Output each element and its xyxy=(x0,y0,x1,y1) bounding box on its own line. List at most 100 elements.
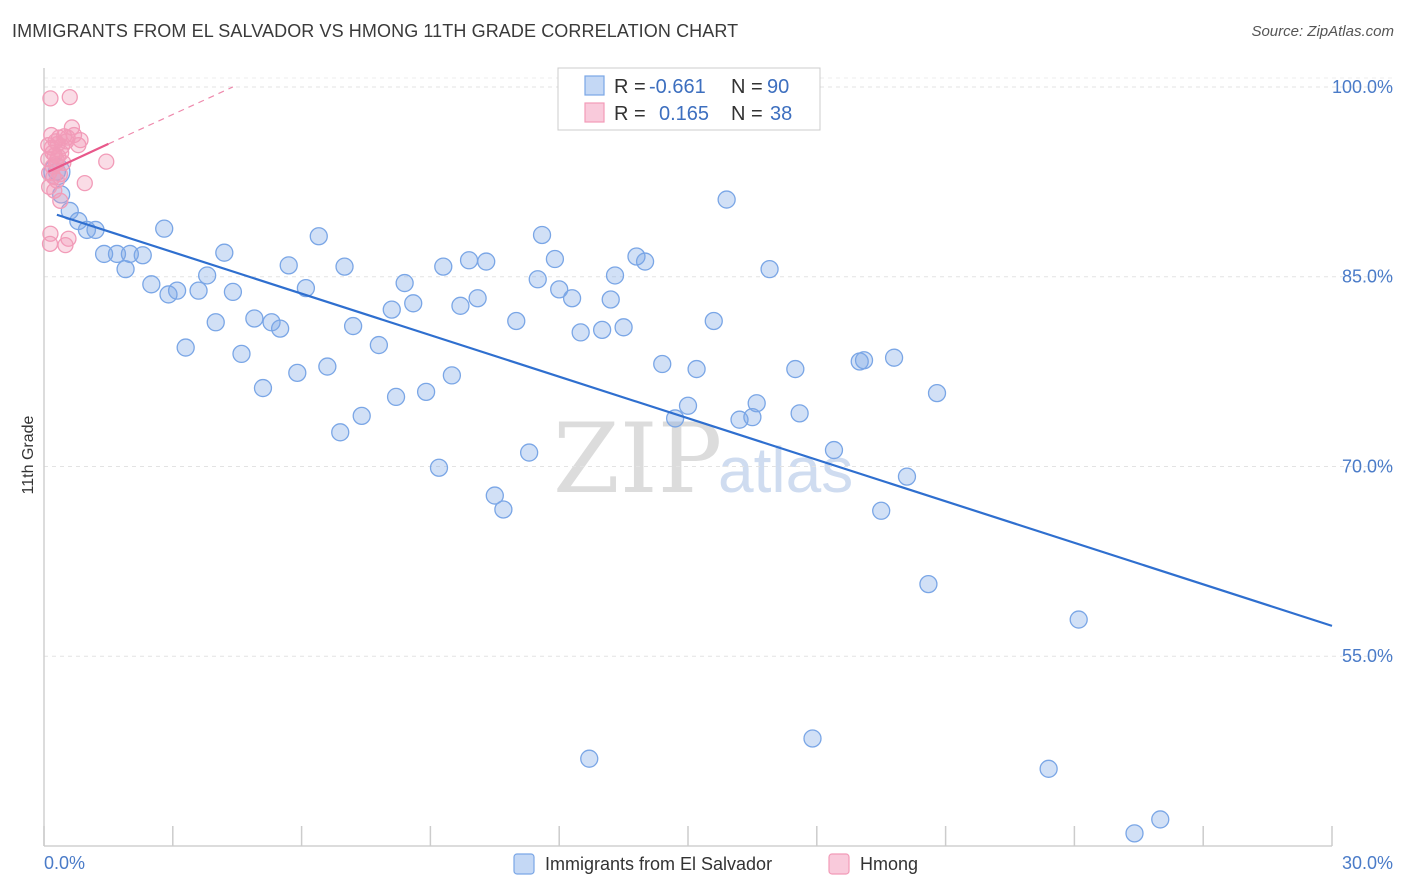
point-hmong xyxy=(98,153,115,170)
point-el-salvador xyxy=(550,280,569,299)
point-hmong xyxy=(72,131,89,149)
point-el-salvador xyxy=(176,338,195,357)
legend-r-value-1: 0.165 xyxy=(659,103,709,125)
point-el-salvador xyxy=(468,289,487,308)
point-hmong xyxy=(60,230,77,247)
point-el-salvador xyxy=(395,273,414,293)
watermark-atlas: atlas xyxy=(718,434,853,506)
point-el-salvador xyxy=(369,335,389,355)
point-el-salvador xyxy=(155,219,174,238)
trend-line-el-salvador xyxy=(56,213,1333,627)
x-tick-label-max: 30.0% xyxy=(1342,853,1393,873)
watermark-zip: ZIP xyxy=(553,403,722,515)
point-el-salvador xyxy=(116,259,135,279)
point-el-salvador xyxy=(386,387,406,407)
point-hmong xyxy=(42,225,59,242)
point-el-salvador xyxy=(223,282,243,302)
point-el-salvador xyxy=(167,281,187,300)
trend-line-hmong-extension xyxy=(108,86,234,145)
point-el-salvador xyxy=(404,294,423,313)
point-el-salvador xyxy=(133,246,152,265)
legend-r-value-0: -0.661 xyxy=(649,76,706,98)
point-el-salvador xyxy=(635,252,655,271)
point-el-salvador xyxy=(717,190,736,209)
point-el-salvador xyxy=(494,500,513,519)
point-el-salvador xyxy=(142,275,161,294)
point-el-salvador xyxy=(872,501,891,520)
point-el-salvador xyxy=(416,382,436,402)
y-axis-title: 11th Grade xyxy=(20,415,37,494)
point-el-salvador xyxy=(519,443,539,462)
point-el-salvador xyxy=(687,359,706,379)
point-el-salvador xyxy=(253,378,273,398)
point-el-salvador xyxy=(545,249,565,269)
point-hmong xyxy=(42,90,59,107)
point-hmong xyxy=(61,88,78,106)
point-el-salvador xyxy=(786,359,805,379)
point-el-salvador xyxy=(760,259,779,279)
point-el-salvador xyxy=(803,729,822,748)
point-el-salvador xyxy=(897,467,917,486)
point-el-salvador xyxy=(197,266,217,285)
y-tick-label: 55.0% xyxy=(1342,646,1393,666)
point-el-salvador xyxy=(107,244,127,264)
source-label: Source: ZipAtlas.com xyxy=(1251,23,1394,40)
point-el-salvador xyxy=(665,409,685,428)
bottom-legend-swatch-hmong xyxy=(828,853,850,875)
point-el-salvador xyxy=(352,406,371,426)
legend-n-label-0: N = xyxy=(731,76,763,98)
point-el-salvador xyxy=(653,354,672,374)
point-hmong xyxy=(76,174,93,192)
point-el-salvador xyxy=(1125,824,1144,843)
point-el-salvador xyxy=(94,244,114,264)
series-legend: Immigrants from El Salvador Hmong xyxy=(513,853,918,875)
legend-r-label-0: R = xyxy=(614,76,646,98)
y-tick-label: 70.0% xyxy=(1342,456,1393,476)
point-el-salvador xyxy=(605,266,625,285)
point-el-salvador xyxy=(592,320,612,340)
bottom-legend-label-hmong: Hmong xyxy=(860,854,918,874)
point-el-salvador xyxy=(919,574,938,594)
point-hmong xyxy=(52,192,69,209)
point-el-salvador xyxy=(601,290,620,309)
point-el-salvador xyxy=(614,318,633,337)
y-tick-label: 85.0% xyxy=(1342,267,1393,287)
bottom-legend-swatch-el-salvador xyxy=(513,853,535,875)
legend-r-label-1: R = xyxy=(614,103,646,125)
gridlines xyxy=(44,77,1393,657)
point-el-salvador xyxy=(1039,759,1058,778)
point-el-salvador xyxy=(854,351,874,370)
point-el-salvador xyxy=(571,323,590,342)
point-el-salvador xyxy=(627,247,646,266)
point-el-salvador xyxy=(678,396,698,415)
trend-line-hmong xyxy=(47,142,109,173)
x-tick-label-min: 0.0% xyxy=(44,853,85,873)
legend-swatch-el-salvador xyxy=(584,75,605,96)
point-el-salvador xyxy=(331,423,350,442)
point-el-salvador xyxy=(442,366,462,385)
point-el-salvador xyxy=(532,225,552,245)
point-el-salvador xyxy=(507,311,526,331)
stats-legend: R = -0.661 N = 90 R = 0.165 N = 38 xyxy=(557,67,821,131)
point-el-salvador xyxy=(279,256,298,275)
point-el-salvador xyxy=(245,309,264,328)
point-el-salvador xyxy=(288,363,307,383)
point-el-salvador xyxy=(459,251,479,270)
point-el-salvador xyxy=(296,278,316,298)
point-el-salvador xyxy=(343,316,363,336)
point-el-salvador xyxy=(434,257,453,276)
y-tick-label: 100.0% xyxy=(1332,77,1393,97)
point-el-salvador xyxy=(270,319,290,338)
point-el-salvador xyxy=(528,270,547,289)
point-el-salvador xyxy=(189,281,208,300)
legend-n-value-0: 90 xyxy=(767,76,789,98)
x-ticks xyxy=(43,826,1333,846)
watermark: ZIP atlas xyxy=(553,403,853,515)
point-el-salvador xyxy=(477,252,496,271)
point-el-salvador xyxy=(451,296,470,315)
point-el-salvador xyxy=(824,440,844,460)
point-el-salvador xyxy=(884,348,904,367)
point-el-salvador xyxy=(215,243,234,262)
legend-n-value-1: 38 xyxy=(770,103,792,125)
